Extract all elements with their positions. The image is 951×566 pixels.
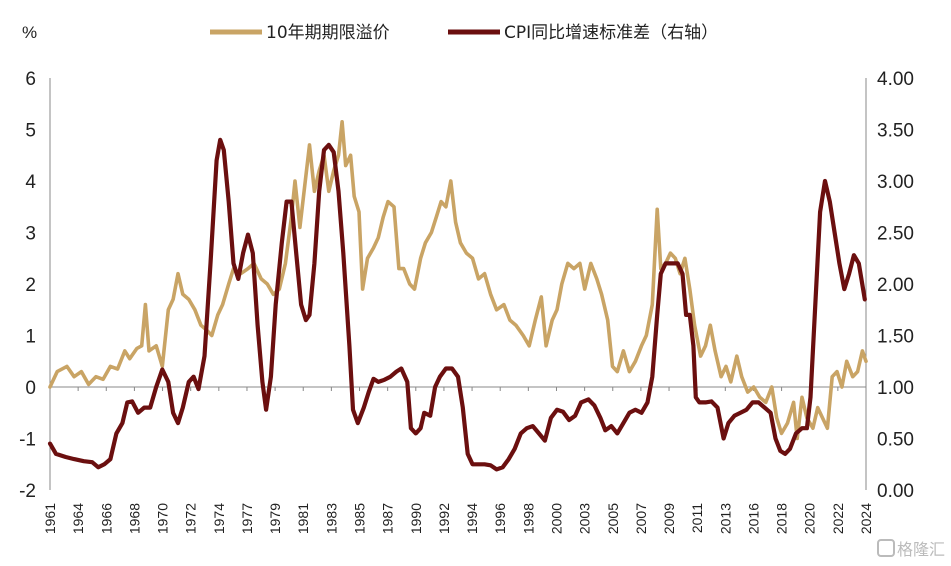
series-layer [47, 120, 868, 472]
right-tick-label: 1.00 [877, 378, 914, 399]
series-line-cpi-std [47, 137, 867, 472]
left-tick-label: 0 [25, 378, 36, 399]
x-tick-label: 1974 [211, 503, 227, 534]
x-tick-label: 1968 [126, 503, 142, 534]
right-tick-label: 0.50 [877, 430, 914, 451]
x-tick-label: 2000 [548, 503, 564, 534]
left-tick-label: 1 [25, 327, 36, 348]
left-axis-ticks: -2 -1 0 1 2 3 4 5 6 [19, 69, 36, 502]
right-tick-label: 0.00 [877, 481, 914, 502]
left-tick-label: 6 [25, 69, 36, 90]
legend: 10年期期限溢价 CPI同比增速标准差（右轴） [210, 23, 718, 43]
x-tick-label: 1990 [408, 503, 424, 534]
x-tick-label: 2007 [633, 503, 649, 534]
x-tick-label: 1966 [98, 503, 114, 534]
x-tick-label: 1977 [239, 503, 255, 534]
right-tick-label: 2.50 [877, 224, 914, 245]
x-tick-label: 2024 [858, 503, 874, 534]
left-tick-label: 2 [25, 275, 36, 296]
x-tick-label: 2018 [774, 503, 790, 534]
x-tick-label: 1994 [464, 503, 480, 534]
x-tick-label: 1985 [352, 503, 368, 534]
left-axis-unit: % [22, 23, 37, 42]
left-tick-label: -2 [19, 481, 36, 502]
right-tick-label: 3.00 [877, 172, 914, 193]
x-tick-label: 2003 [577, 503, 593, 534]
watermark-text: 格隆汇 [897, 540, 945, 559]
x-tick-label: 2016 [745, 503, 761, 534]
x-tick-label: 1964 [70, 503, 86, 534]
x-tick-label: 1972 [183, 503, 199, 534]
x-axis-ticks: 1961 1964 1966 1968 1970 1972 1974 1977 1979 1981… [42, 387, 874, 534]
series-line-term-premium [48, 120, 868, 441]
right-tick-label: 4.00 [877, 69, 914, 90]
x-tick-label: 1996 [492, 503, 508, 534]
right-tick-label: 3.50 [877, 121, 914, 142]
legend-label-term-premium: 10年期期限溢价 [266, 23, 390, 43]
x-tick-label: 1970 [155, 503, 171, 534]
right-axis-ticks: 0.00 0.50 1.00 1.50 2.00 2.50 3.00 3.50 4.00 [877, 69, 914, 502]
x-tick-label: 2011 [689, 503, 705, 533]
left-tick-label: 4 [25, 172, 36, 193]
x-tick-label: 1987 [380, 503, 396, 534]
x-tick-label: 1998 [520, 503, 536, 534]
watermark: 格隆汇 [877, 539, 945, 559]
x-tick-label: 2013 [717, 503, 733, 534]
x-tick-label: 1981 [295, 503, 311, 534]
right-tick-label: 1.50 [877, 327, 914, 348]
x-tick-label: 2009 [661, 503, 677, 534]
x-tick-label: 2022 [830, 503, 846, 534]
watermark-logo-icon [877, 539, 895, 557]
x-tick-label: 2005 [605, 503, 621, 534]
x-tick-label: 1961 [42, 503, 58, 534]
x-tick-label: 1992 [436, 503, 452, 534]
legend-label-cpi-std: CPI同比增速标准差（右轴） [504, 23, 718, 43]
axes [49, 78, 867, 490]
right-tick-label: 2.00 [877, 275, 914, 296]
left-tick-label: 5 [25, 121, 36, 142]
x-tick-label: 1979 [267, 503, 283, 534]
left-tick-label: 3 [25, 224, 36, 245]
x-tick-label: 1983 [323, 503, 339, 534]
left-tick-label: -1 [19, 430, 36, 451]
x-tick-label: 2020 [802, 503, 818, 534]
